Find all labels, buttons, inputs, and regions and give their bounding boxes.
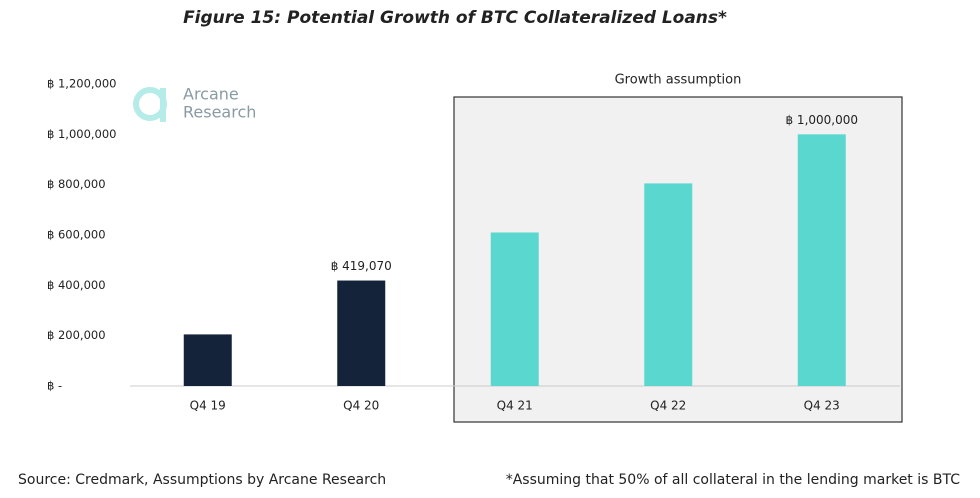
x-tick-label: Q4 19 (190, 399, 226, 413)
y-tick-label: ฿ 200,000 (47, 328, 106, 342)
x-tick-label: Q4 22 (650, 399, 686, 413)
bar (797, 134, 846, 386)
logo-text: Arcane (183, 85, 239, 104)
x-tick-label: Q4 21 (497, 399, 533, 413)
logo-text: Research (183, 103, 256, 122)
value-label: ฿ 1,000,000 (785, 113, 858, 127)
bar (490, 232, 539, 386)
x-tick-label: Q4 23 (804, 399, 840, 413)
y-tick-label: ฿ 400,000 (47, 278, 106, 292)
source: Source: Credmark, Assumptions by Arcane … (18, 472, 386, 488)
logo: Arcane Research (133, 85, 256, 122)
chart-title: Figure 15: Potential Growth of BTC Colla… (183, 8, 727, 28)
y-tick-label: ฿ 800,000 (47, 177, 106, 191)
bar (644, 183, 693, 386)
footnote: *Assuming that 50% of all collateral in … (506, 472, 960, 488)
bar (183, 334, 232, 386)
value-label: ฿ 419,070 (331, 259, 392, 273)
y-tick-label: ฿ 1,000,000 (47, 127, 117, 141)
y-tick-label: ฿ 1,200,000 (47, 77, 117, 91)
x-tick-label: Q4 20 (343, 399, 379, 413)
logo-icon (160, 88, 166, 122)
y-tick-label: ฿ - (47, 379, 62, 393)
y-tick-label: ฿ 600,000 (47, 228, 106, 242)
annotation: Growth assumption (615, 73, 742, 88)
logo-icon (133, 87, 167, 121)
bar (337, 280, 386, 386)
